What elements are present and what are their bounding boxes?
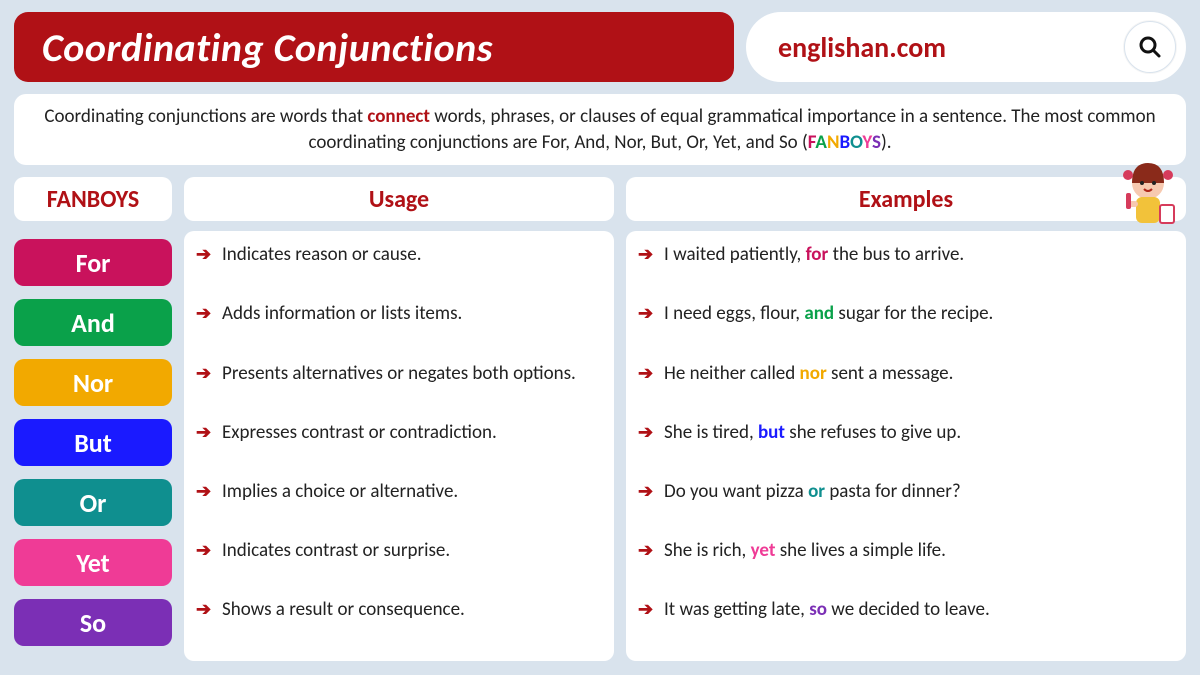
arrow-icon: ➔	[638, 243, 656, 265]
examples-column: ➔ I waited patiently, for the bus to arri…	[626, 231, 1186, 661]
example-highlight: so	[809, 598, 827, 621]
example-row: ➔ Do you want pizza or pasta for dinner?	[636, 476, 1176, 535]
arrow-icon: ➔	[196, 539, 214, 561]
arrow-icon: ➔	[638, 302, 656, 324]
example-row: ➔ She is tired, but she refuses to give u…	[636, 417, 1176, 476]
arrow-icon: ➔	[638, 362, 656, 384]
usage-text: Indicates reason or cause.	[222, 243, 422, 267]
example-highlight: and	[804, 302, 834, 325]
table-area: FANBOYS Usage Examples For And Nor But Or Yet…	[14, 177, 1186, 661]
usage-column: ➔ Indicates reason or cause. ➔ Adds informa…	[184, 231, 614, 661]
site-pill: englishan.com	[746, 12, 1186, 82]
usage-row: ➔ Shows a result or consequence.	[194, 594, 604, 653]
arrow-icon: ➔	[196, 362, 214, 384]
search-icon	[1138, 35, 1162, 59]
col-header-fanboys: FANBOYS	[14, 177, 172, 221]
example-highlight: but	[758, 421, 785, 444]
page-title-box: Coordinating Conjunctions	[14, 12, 734, 82]
usage-text: Presents alternatives or negates both op…	[222, 362, 576, 386]
example-row: ➔ She is rich, yet she lives a simple lif…	[636, 535, 1176, 594]
usage-text: Adds information or lists items.	[222, 302, 462, 326]
arrow-icon: ➔	[638, 539, 656, 561]
fanboys-pill: Nor	[14, 359, 172, 406]
example-row: ➔ He neither called nor sent a message.	[636, 358, 1176, 417]
fanboys-pill: And	[14, 299, 172, 346]
example-highlight: or	[808, 480, 825, 503]
arrow-icon: ➔	[196, 480, 214, 502]
usage-row: ➔ Expresses contrast or contradiction.	[194, 417, 604, 476]
arrow-icon: ➔	[638, 421, 656, 443]
fanboys-column: For And Nor But Or Yet So	[14, 231, 172, 661]
usage-text: Implies a choice or alternative.	[222, 480, 458, 504]
example-text: I waited patiently, for the bus to arriv…	[664, 243, 964, 267]
example-text: I need eggs, flour, and sugar for the re…	[664, 302, 993, 326]
acronym-letter: Y	[862, 131, 872, 154]
usage-row: ➔ Indicates reason or cause.	[194, 239, 604, 298]
example-text: It was getting late, so we decided to le…	[664, 598, 990, 622]
usage-text: Indicates contrast or surprise.	[222, 539, 450, 563]
usage-row: ➔ Implies a choice or alternative.	[194, 476, 604, 535]
arrow-icon: ➔	[196, 243, 214, 265]
arrow-icon: ➔	[638, 598, 656, 620]
usage-row: ➔ Adds information or lists items.	[194, 298, 604, 357]
example-row: ➔ I need eggs, flour, and sugar for the r…	[636, 298, 1176, 357]
example-text: She is rich, yet she lives a simple life…	[664, 539, 946, 563]
example-highlight: nor	[800, 362, 827, 385]
arrow-icon: ➔	[196, 598, 214, 620]
example-row: ➔ I waited patiently, for the bus to arri…	[636, 239, 1176, 298]
acronym-letter: O	[850, 131, 862, 154]
site-domain: englishan.com	[778, 30, 946, 65]
example-text: He neither called nor sent a message.	[664, 362, 953, 386]
arrow-icon: ➔	[196, 421, 214, 443]
arrow-icon: ➔	[638, 480, 656, 502]
arrow-icon: ➔	[196, 302, 214, 324]
intro-highlight: connect	[367, 105, 430, 128]
usage-text: Expresses contrast or contradiction.	[222, 421, 497, 445]
acronym-letter: A	[815, 131, 827, 154]
usage-row: ➔ Presents alternatives or negates both o…	[194, 358, 604, 417]
example-row: ➔ It was getting late, so we decided to l…	[636, 594, 1176, 653]
usage-row: ➔ Indicates contrast or surprise.	[194, 535, 604, 594]
fanboys-pill: Or	[14, 479, 172, 526]
fanboys-pill: Yet	[14, 539, 172, 586]
header-row: Coordinating Conjunctions englishan.com	[14, 12, 1186, 82]
example-text: Do you want pizza or pasta for dinner?	[664, 480, 961, 504]
fanboys-pill: For	[14, 239, 172, 286]
col-header-usage: Usage	[184, 177, 614, 221]
page-title: Coordinating Conjunctions	[42, 23, 493, 72]
fanboys-pill: But	[14, 419, 172, 466]
example-highlight: yet	[751, 539, 776, 562]
example-text: She is tired, but she refuses to give up…	[664, 421, 961, 445]
example-highlight: for	[806, 243, 829, 266]
usage-text: Shows a result or consequence.	[222, 598, 465, 622]
fanboys-pill: So	[14, 599, 172, 646]
col-header-examples: Examples	[626, 177, 1186, 221]
search-button[interactable]	[1124, 21, 1176, 73]
acronym-letter: B	[839, 131, 850, 154]
intro-text: Coordinating conjunctions are words that…	[14, 94, 1186, 165]
mascot-icon	[1108, 155, 1188, 235]
acronym-letter: S	[872, 131, 881, 154]
acronym-letter: N	[827, 131, 840, 154]
